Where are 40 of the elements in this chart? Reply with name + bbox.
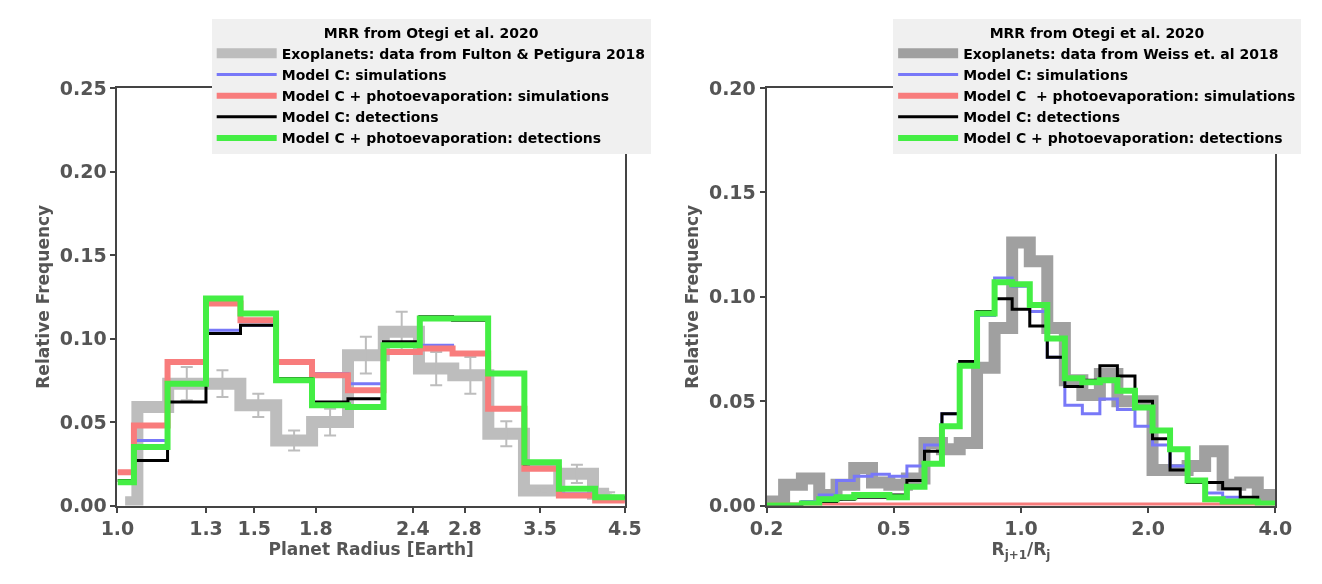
x-tick-label: 0.2 [749,517,784,540]
y-tick-label: 0.05 [708,389,756,412]
y-axis-title: Relative Frequency [32,204,53,389]
legend-label: Model C + photoevaporation: simulations [963,88,1296,105]
y-tick-label: 0.25 [59,76,107,99]
x-tick-label: 1.5 [237,517,272,540]
y-tick-label: 0.15 [59,243,107,266]
y-tick-label: 0.05 [59,410,107,433]
y-axis-title: Relative Frequency [681,204,702,389]
x-tick-label: 2.4 [396,517,430,540]
x-tick-label: 4.0 [1258,517,1293,540]
y-tick-label: 0.20 [708,76,756,99]
x-tick-label: 1.0 [1004,517,1038,540]
x-tick-label: 4.5 [608,517,642,540]
y-tick-label: 0.10 [708,285,756,308]
y-tick-label: 0.10 [59,327,107,350]
x-axis-title: Planet Radius [Earth] [268,539,474,560]
y-tick-label: 0.15 [708,181,756,204]
legend-title: MRR from Otegi et al. 2020 [989,24,1205,41]
x-tick-label: 1.3 [189,517,223,540]
legend-title: MRR from Otegi et al. 2020 [323,24,539,41]
legend-label: Model C: detections [963,109,1121,126]
legend-label: Exoplanets: data from Fulton & Petigura 2018 [281,45,645,62]
x-tick-label: 2.0 [1131,517,1166,540]
legend-label: Model C + photoevaporation: detections [963,130,1283,147]
x-tick-label: 1.8 [298,517,333,540]
legend-label: Model C: detections [281,109,439,126]
x-tick-label: 0.5 [876,517,911,540]
x-tick-label: 1.0 [100,517,135,540]
x-tick-label: 2.8 [448,517,482,540]
y-tick-label: 0.20 [59,160,107,183]
x-axis-title: R$_{j+1}$/R$_{j}$ [991,539,1051,562]
x-tick-label: 3.5 [523,517,557,540]
legend-label: Exoplanets: data from Weiss et. al 2018 [963,45,1279,62]
legend-label: Model C: simulations [963,66,1128,83]
y-tick-label: 0.00 [708,494,756,517]
y-tick-label: 0.00 [59,494,107,517]
legend-label: Model C + photoevaporation: detections [281,130,602,147]
legend-label: Model C: simulations [281,66,447,83]
legend-label: Model C + photoevaporation: simulations [281,88,610,105]
